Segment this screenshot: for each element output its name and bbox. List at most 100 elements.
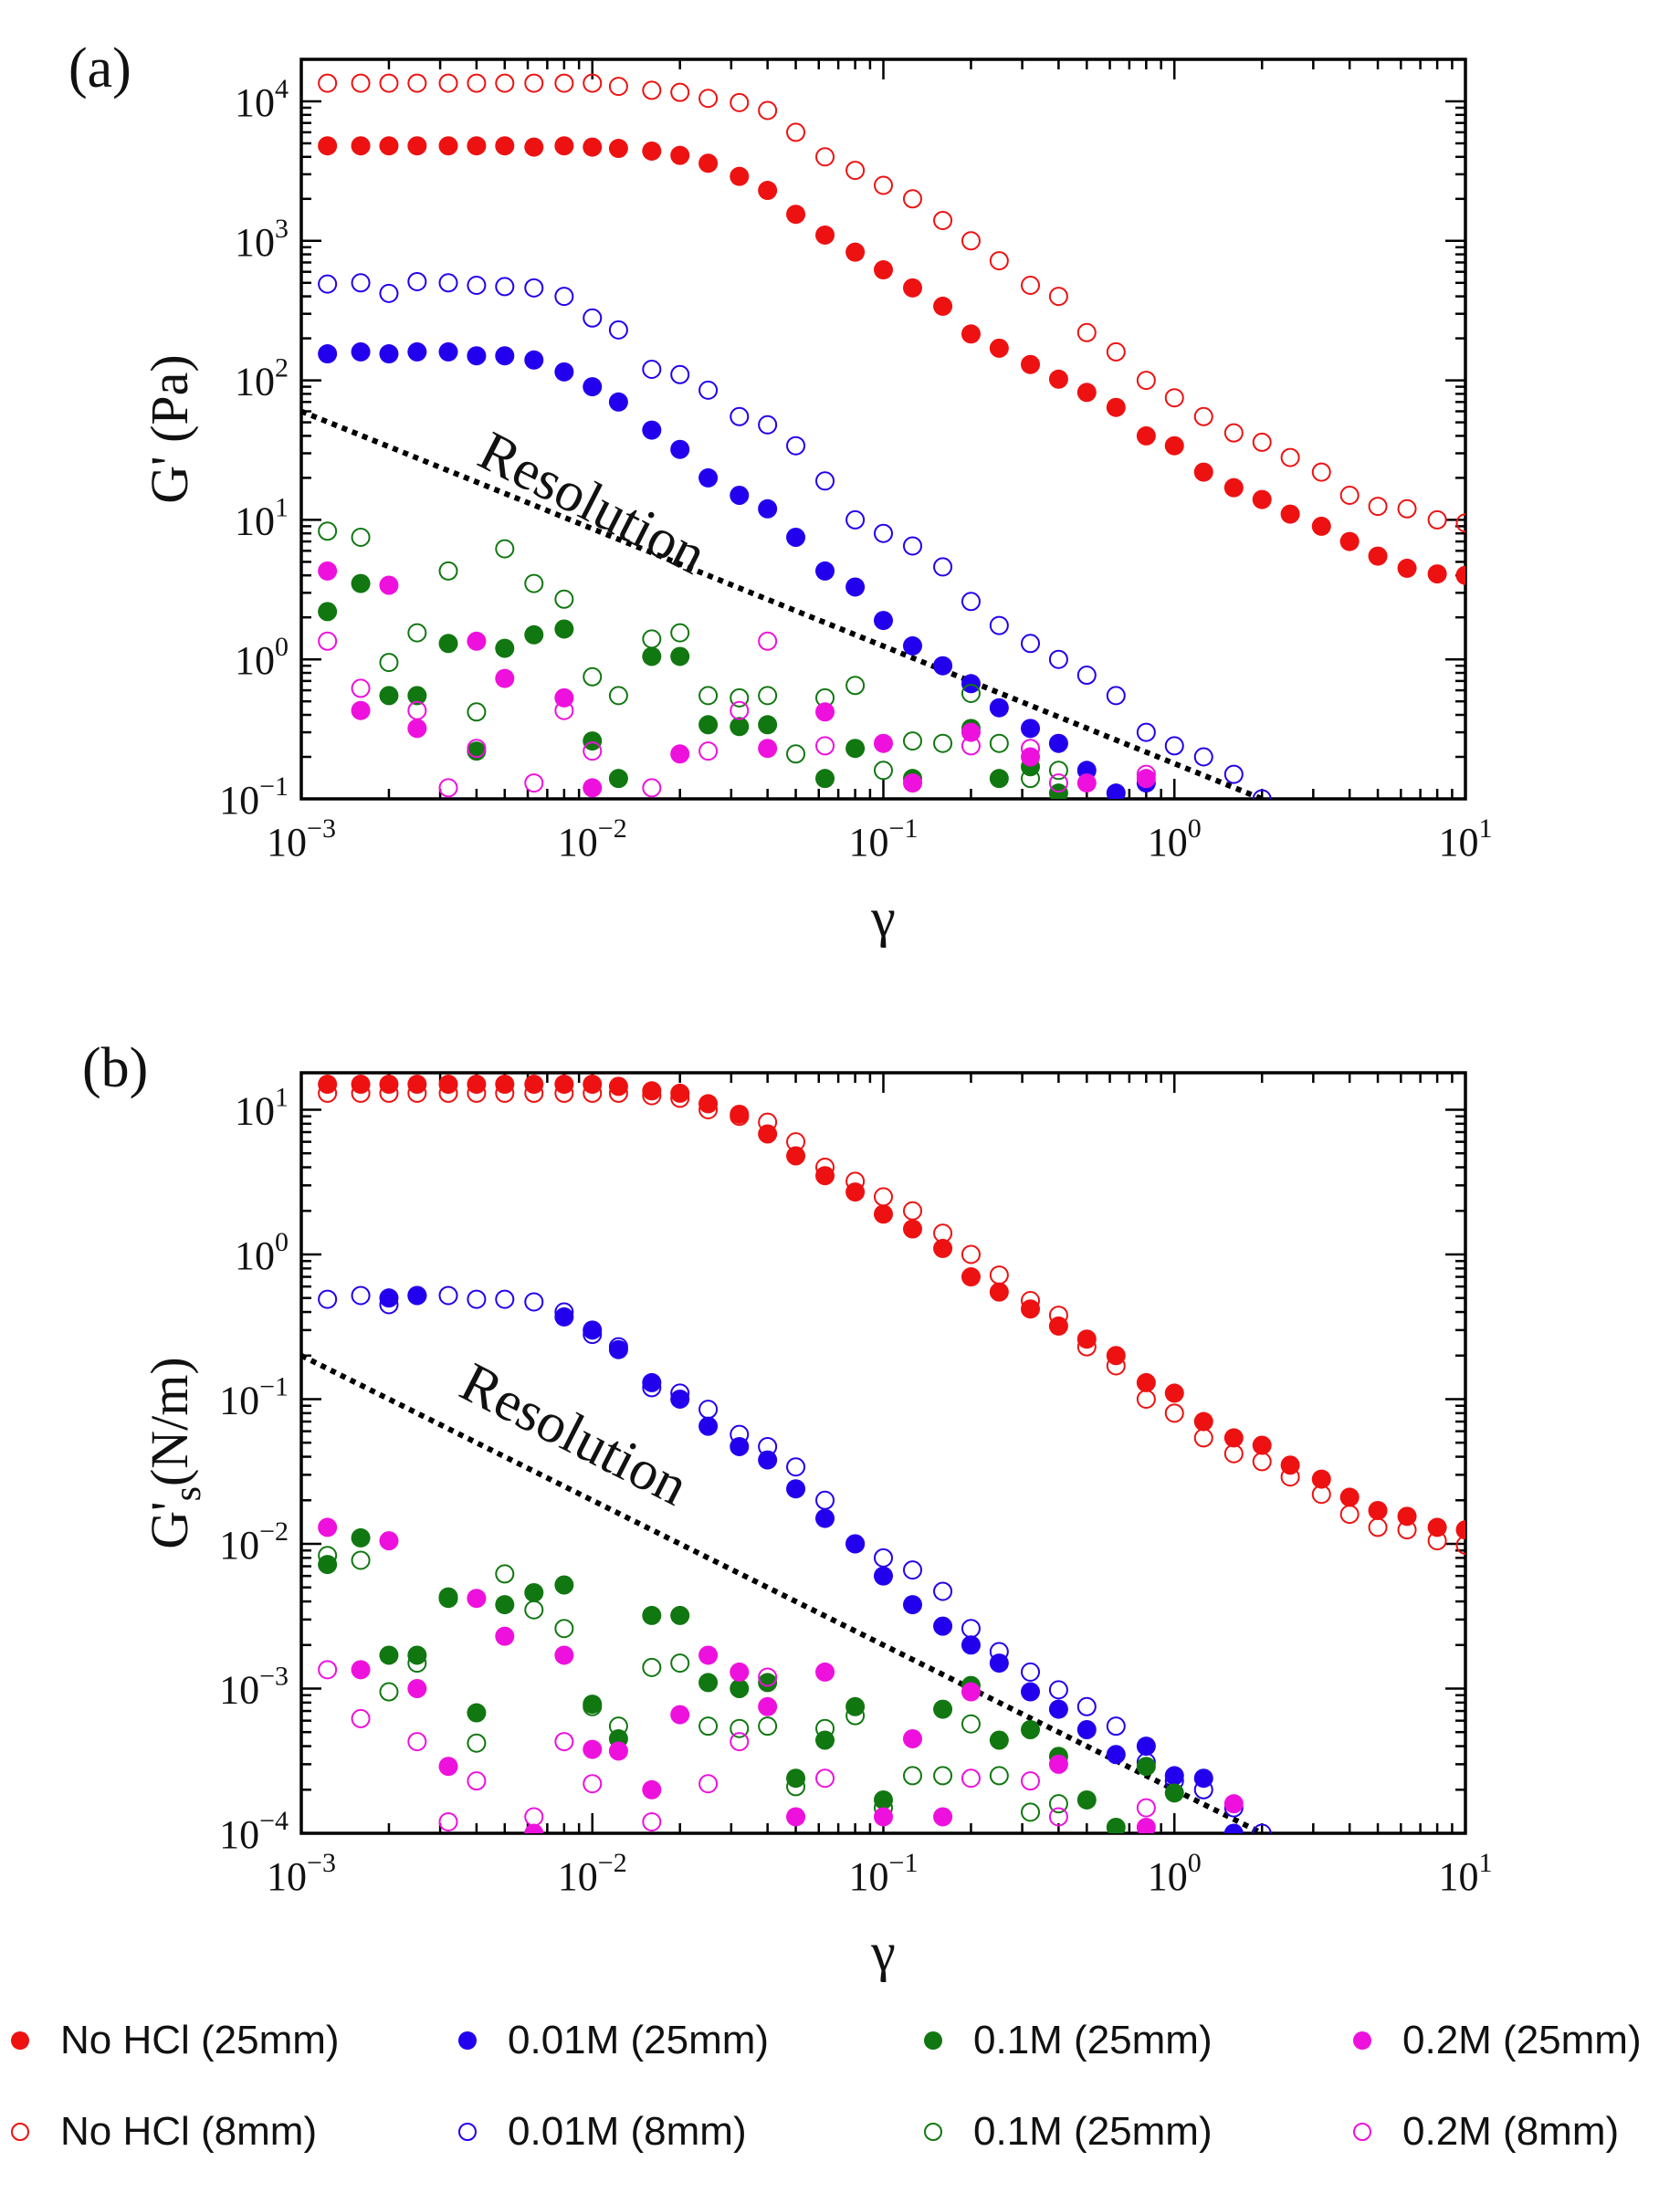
x-tick-label: 10−1	[849, 813, 919, 865]
marker-filled	[1076, 773, 1097, 793]
marker-filled	[902, 1219, 922, 1239]
marker-open	[845, 1705, 866, 1726]
marker-open	[524, 773, 544, 793]
marker-filled	[495, 1626, 515, 1646]
marker-filled	[318, 602, 338, 622]
marker-filled	[642, 646, 662, 666]
panel-label: (a)	[68, 37, 131, 100]
marker-open	[583, 1774, 603, 1794]
marker-open	[1427, 1531, 1447, 1551]
marker-filled	[583, 377, 603, 397]
marker-filled	[758, 1450, 778, 1470]
marker-filled	[698, 715, 719, 735]
marker-open	[438, 1083, 458, 1103]
marker-filled	[786, 1146, 806, 1166]
marker-filled	[318, 1517, 338, 1537]
x-tick-label: 10−1	[849, 1848, 919, 1899]
marker-open	[786, 122, 806, 142]
marker-filled	[1368, 546, 1388, 566]
resolution-line	[301, 408, 1264, 799]
marker-filled	[608, 139, 628, 159]
marker-open	[786, 435, 806, 456]
marker-filled	[438, 341, 458, 362]
marker-open	[845, 1534, 866, 1554]
y-tick-label: 10−1	[219, 1371, 289, 1422]
marker-filled	[524, 1823, 544, 1833]
marker-filled	[874, 1807, 893, 1827]
marker-open	[642, 1657, 662, 1677]
y-tick-label: 10−2	[219, 1516, 289, 1568]
legend-item: 0.01M (8mm)	[458, 2109, 747, 2155]
legend-label: 0.2M (8mm)	[1402, 2109, 1620, 2154]
legend-item: 0.2M (8mm)	[1353, 2109, 1619, 2155]
marker-open	[351, 1708, 371, 1728]
x-tick-label: 10−2	[558, 1848, 627, 1899]
marker-filled	[845, 1182, 866, 1202]
marker-filled	[608, 392, 628, 412]
marker-filled	[961, 722, 981, 742]
marker-open	[438, 1285, 458, 1306]
marker-filled	[1339, 1487, 1360, 1507]
marker-open	[407, 623, 427, 643]
marker-filled	[758, 739, 778, 759]
legend-marker-open	[1353, 2123, 1371, 2141]
marker-open	[1280, 1467, 1300, 1487]
marker-filled	[961, 1267, 981, 1287]
marker-filled	[874, 1204, 893, 1224]
marker-open	[318, 521, 338, 541]
marker-open	[845, 1171, 866, 1191]
marker-open	[758, 100, 778, 121]
marker-open	[1106, 1356, 1126, 1376]
marker-open	[554, 287, 574, 307]
marker-open	[495, 1083, 515, 1103]
marker-open	[407, 1732, 427, 1752]
x-tick-label: 101	[1439, 1848, 1493, 1899]
marker-filled	[815, 1662, 835, 1682]
marker-filled	[524, 350, 544, 370]
marker-open	[1223, 423, 1244, 443]
marker-open	[730, 92, 750, 112]
marker-filled	[583, 137, 603, 157]
marker-filled	[730, 1662, 750, 1682]
marker-open	[758, 631, 778, 651]
marker-filled	[1136, 769, 1156, 789]
marker-filled	[1339, 531, 1360, 551]
marker-filled	[583, 731, 603, 751]
marker-open	[554, 1619, 574, 1639]
legend-item: 0.1M (25mm)	[924, 2018, 1213, 2063]
x-tick-label: 100	[1148, 1848, 1202, 1899]
marker-open	[608, 1716, 628, 1737]
marker-open	[961, 1619, 981, 1639]
marker-open	[758, 1112, 778, 1132]
marker-open	[524, 1807, 544, 1827]
marker-filled	[698, 1645, 719, 1665]
marker-open	[961, 1714, 981, 1734]
marker-open	[642, 629, 662, 649]
marker-open	[608, 320, 628, 340]
marker-filled	[698, 1416, 719, 1436]
marker-open	[874, 1187, 893, 1207]
marker-open	[438, 73, 458, 93]
marker-open	[1048, 1680, 1068, 1700]
marker-open	[583, 741, 603, 761]
marker-open	[1136, 1389, 1156, 1409]
y-tick-label: 101	[235, 1082, 289, 1133]
marker-filled	[902, 1595, 922, 1615]
marker-filled	[874, 733, 893, 753]
marker-filled	[1076, 383, 1097, 403]
marker-filled	[902, 278, 922, 298]
marker-filled	[698, 1673, 719, 1693]
marker-filled	[1106, 397, 1126, 417]
legend-item: 0.1M (25mm)	[924, 2109, 1213, 2155]
marker-filled	[554, 362, 574, 382]
marker-open	[1427, 509, 1447, 530]
y-tick-label: 104	[235, 74, 289, 125]
marker-filled	[730, 485, 750, 505]
marker-open	[1106, 341, 1126, 362]
marker-open	[554, 700, 574, 720]
marker-filled	[1048, 369, 1068, 389]
marker-open	[524, 278, 544, 298]
marker-open	[730, 700, 750, 720]
marker-filled	[1164, 1766, 1184, 1786]
marker-filled	[467, 136, 487, 156]
